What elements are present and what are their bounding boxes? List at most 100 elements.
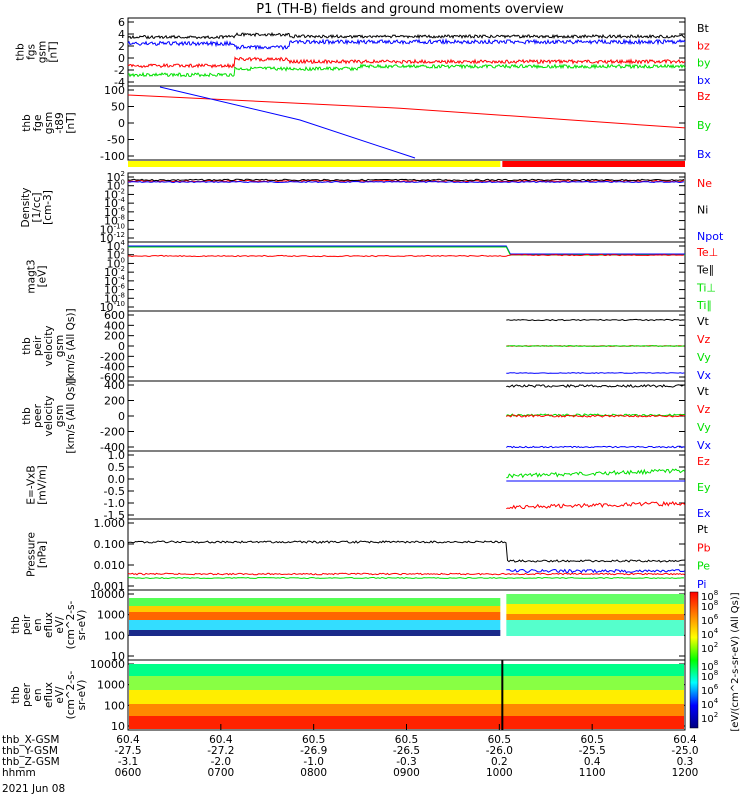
- legend-Ex: Ex: [697, 507, 711, 520]
- legend-bx: bx: [697, 74, 711, 87]
- series-Pi: [506, 568, 685, 574]
- colorbar-exponent: 2: [714, 711, 718, 719]
- spectrogram-band: [129, 630, 501, 636]
- y-tick-label: -400: [100, 441, 125, 454]
- x-row-value: 60.5: [488, 734, 511, 746]
- y-tick-exponent: -2: [118, 187, 125, 195]
- y-tick-label: -600: [100, 371, 125, 384]
- y-axis-label-line: thb: [10, 686, 22, 704]
- y-axis-label-line: velocity: [43, 325, 55, 366]
- y-tick-label: 100: [104, 699, 125, 712]
- legend-Ni: Ni: [697, 204, 708, 217]
- x-row-label: hhmm: [2, 767, 36, 779]
- colorbar-exponent: 2: [714, 641, 718, 649]
- y-tick-label: 0.001: [94, 580, 126, 593]
- spectrogram-band: [506, 614, 684, 620]
- y-axis-label: thbpeirvelocitygsm[km/s (All Qs)]: [21, 308, 77, 383]
- y-tick-label: -400: [100, 361, 125, 374]
- x-row-value: -2.0: [211, 756, 232, 768]
- y-tick-label: 6: [118, 16, 125, 29]
- x-row-value: 0800: [300, 767, 327, 779]
- legend-Ti∥: Ti∥: [696, 299, 712, 312]
- panels: 6420-2-4thbfgsgsm[nT]Btbzbybx100500-50-1…: [10, 16, 724, 733]
- spectrogram-band: [129, 612, 501, 620]
- y-tick-label: 2: [118, 40, 125, 53]
- series-by: [127, 63, 686, 78]
- x-row-value: -26.0: [486, 745, 513, 757]
- y-tick-label: 1.0: [108, 449, 126, 462]
- colorbar-tick: 102: [701, 711, 718, 725]
- colorbar-tick: 106: [701, 613, 719, 627]
- series-bx: [127, 37, 686, 51]
- y-axis-label-line: [eV]: [37, 266, 49, 288]
- y-tick-exponent: -6: [118, 205, 126, 213]
- status-bar-before: [128, 161, 501, 167]
- y-axis-label: Pressure[nPa]: [26, 532, 49, 577]
- x-row-value: 1000: [486, 767, 513, 779]
- legend-Vt: Vt: [697, 385, 710, 398]
- y-axis-label-line: sr-eV): [76, 680, 88, 711]
- y-tick-exponent: -12: [114, 231, 125, 239]
- legend-Pb: Pb: [697, 541, 711, 554]
- panel-pressure: 1.000 0.100 0.010 0.001 Pressure[nPa] Pt Pb Pe P…: [26, 517, 711, 593]
- y-tick-label: 4: [118, 28, 125, 41]
- legend-Pt: Pt: [697, 523, 709, 536]
- y-tick-exponent: -8: [118, 214, 125, 222]
- y-tick-label: -2: [114, 64, 125, 77]
- y-axis-label-line: Pressure: [26, 532, 38, 577]
- x-row-value: 0700: [207, 767, 234, 779]
- y-tick-label: 10: [111, 720, 125, 733]
- y-tick-label: 100: [107, 179, 125, 193]
- colorbar-tick: 106: [701, 683, 719, 697]
- y-tick-label: 102: [107, 248, 125, 262]
- series-Pt: [127, 540, 685, 563]
- series-Bz-model: [127, 94, 686, 129]
- colorbar-label: [eV/(cm^2-s-sr-eV) (All Qs)]: [730, 592, 741, 731]
- electron-spectrogram: [127, 659, 686, 731]
- y-axis-label-line: eV/: [54, 616, 66, 634]
- x-row-value: -26.9: [300, 745, 327, 757]
- y-axis-label-line: thb: [21, 337, 33, 355]
- y-axis-label: Density[1/cc][cm-3]: [20, 188, 54, 228]
- colorbar-exponent: 6: [714, 613, 719, 621]
- x-row-value: 1100: [579, 767, 606, 779]
- y-axis-label-line: (cm^2-s-: [65, 670, 77, 719]
- y-tick-label: -1.0: [104, 497, 125, 510]
- x-row-value: 0.2: [491, 756, 508, 768]
- y-tick-label: -0.5: [104, 485, 125, 498]
- colorbar-exponent: 8: [714, 669, 718, 677]
- y-axis-label-line: eV/: [54, 686, 66, 704]
- y-tick-label: 1000: [97, 679, 125, 692]
- series-Bt: [127, 31, 686, 40]
- y-tick-label: 10000: [90, 588, 125, 601]
- legend-Pi: Pi: [697, 578, 706, 591]
- y-axis-label-line: fgs: [26, 44, 38, 60]
- y-axis-label-line: velocity: [43, 395, 55, 436]
- y-axis-label-line: eflux: [43, 612, 55, 638]
- y-axis-label-line: gsm: [54, 405, 66, 427]
- panel-density: 10210010-210-410-610-810-1010-12Density[…: [20, 170, 724, 245]
- legend-by: by: [697, 57, 711, 70]
- y-axis-label-line: [mV/m]: [37, 465, 49, 504]
- y-axis-label-line: gsm: [54, 335, 66, 357]
- x-row-value: 0600: [115, 767, 142, 779]
- spectrogram-band: [129, 704, 684, 716]
- series-Ez: [506, 500, 686, 510]
- y-axis-label-line: thb: [10, 616, 22, 634]
- y-axis-label-line: [km/s (All Qs)]: [65, 378, 77, 453]
- y-tick-label: -4: [114, 76, 125, 89]
- colorbar-tick: 104: [701, 697, 719, 711]
- x-row-value: 60.4: [209, 734, 233, 746]
- y-axis-label-line: [cm-3]: [42, 190, 54, 225]
- series-Pb: [127, 572, 685, 576]
- y-tick-exponent: -2: [118, 265, 125, 273]
- legend-Vx: Vx: [697, 369, 712, 382]
- y-tick-exponent: -8: [118, 291, 125, 299]
- panel-efield: 1.00.50.0-0.5-1.0-1.5 E=-VxB[mV/m] Ez Ey Ex: [26, 449, 711, 522]
- y-axis-label-line: fge: [32, 115, 44, 132]
- legend-Vt: Vt: [697, 315, 710, 328]
- legend-Pe: Pe: [697, 560, 710, 573]
- legend-Te∥: Te∥: [696, 264, 714, 277]
- x-row-value: -0.3: [396, 756, 417, 768]
